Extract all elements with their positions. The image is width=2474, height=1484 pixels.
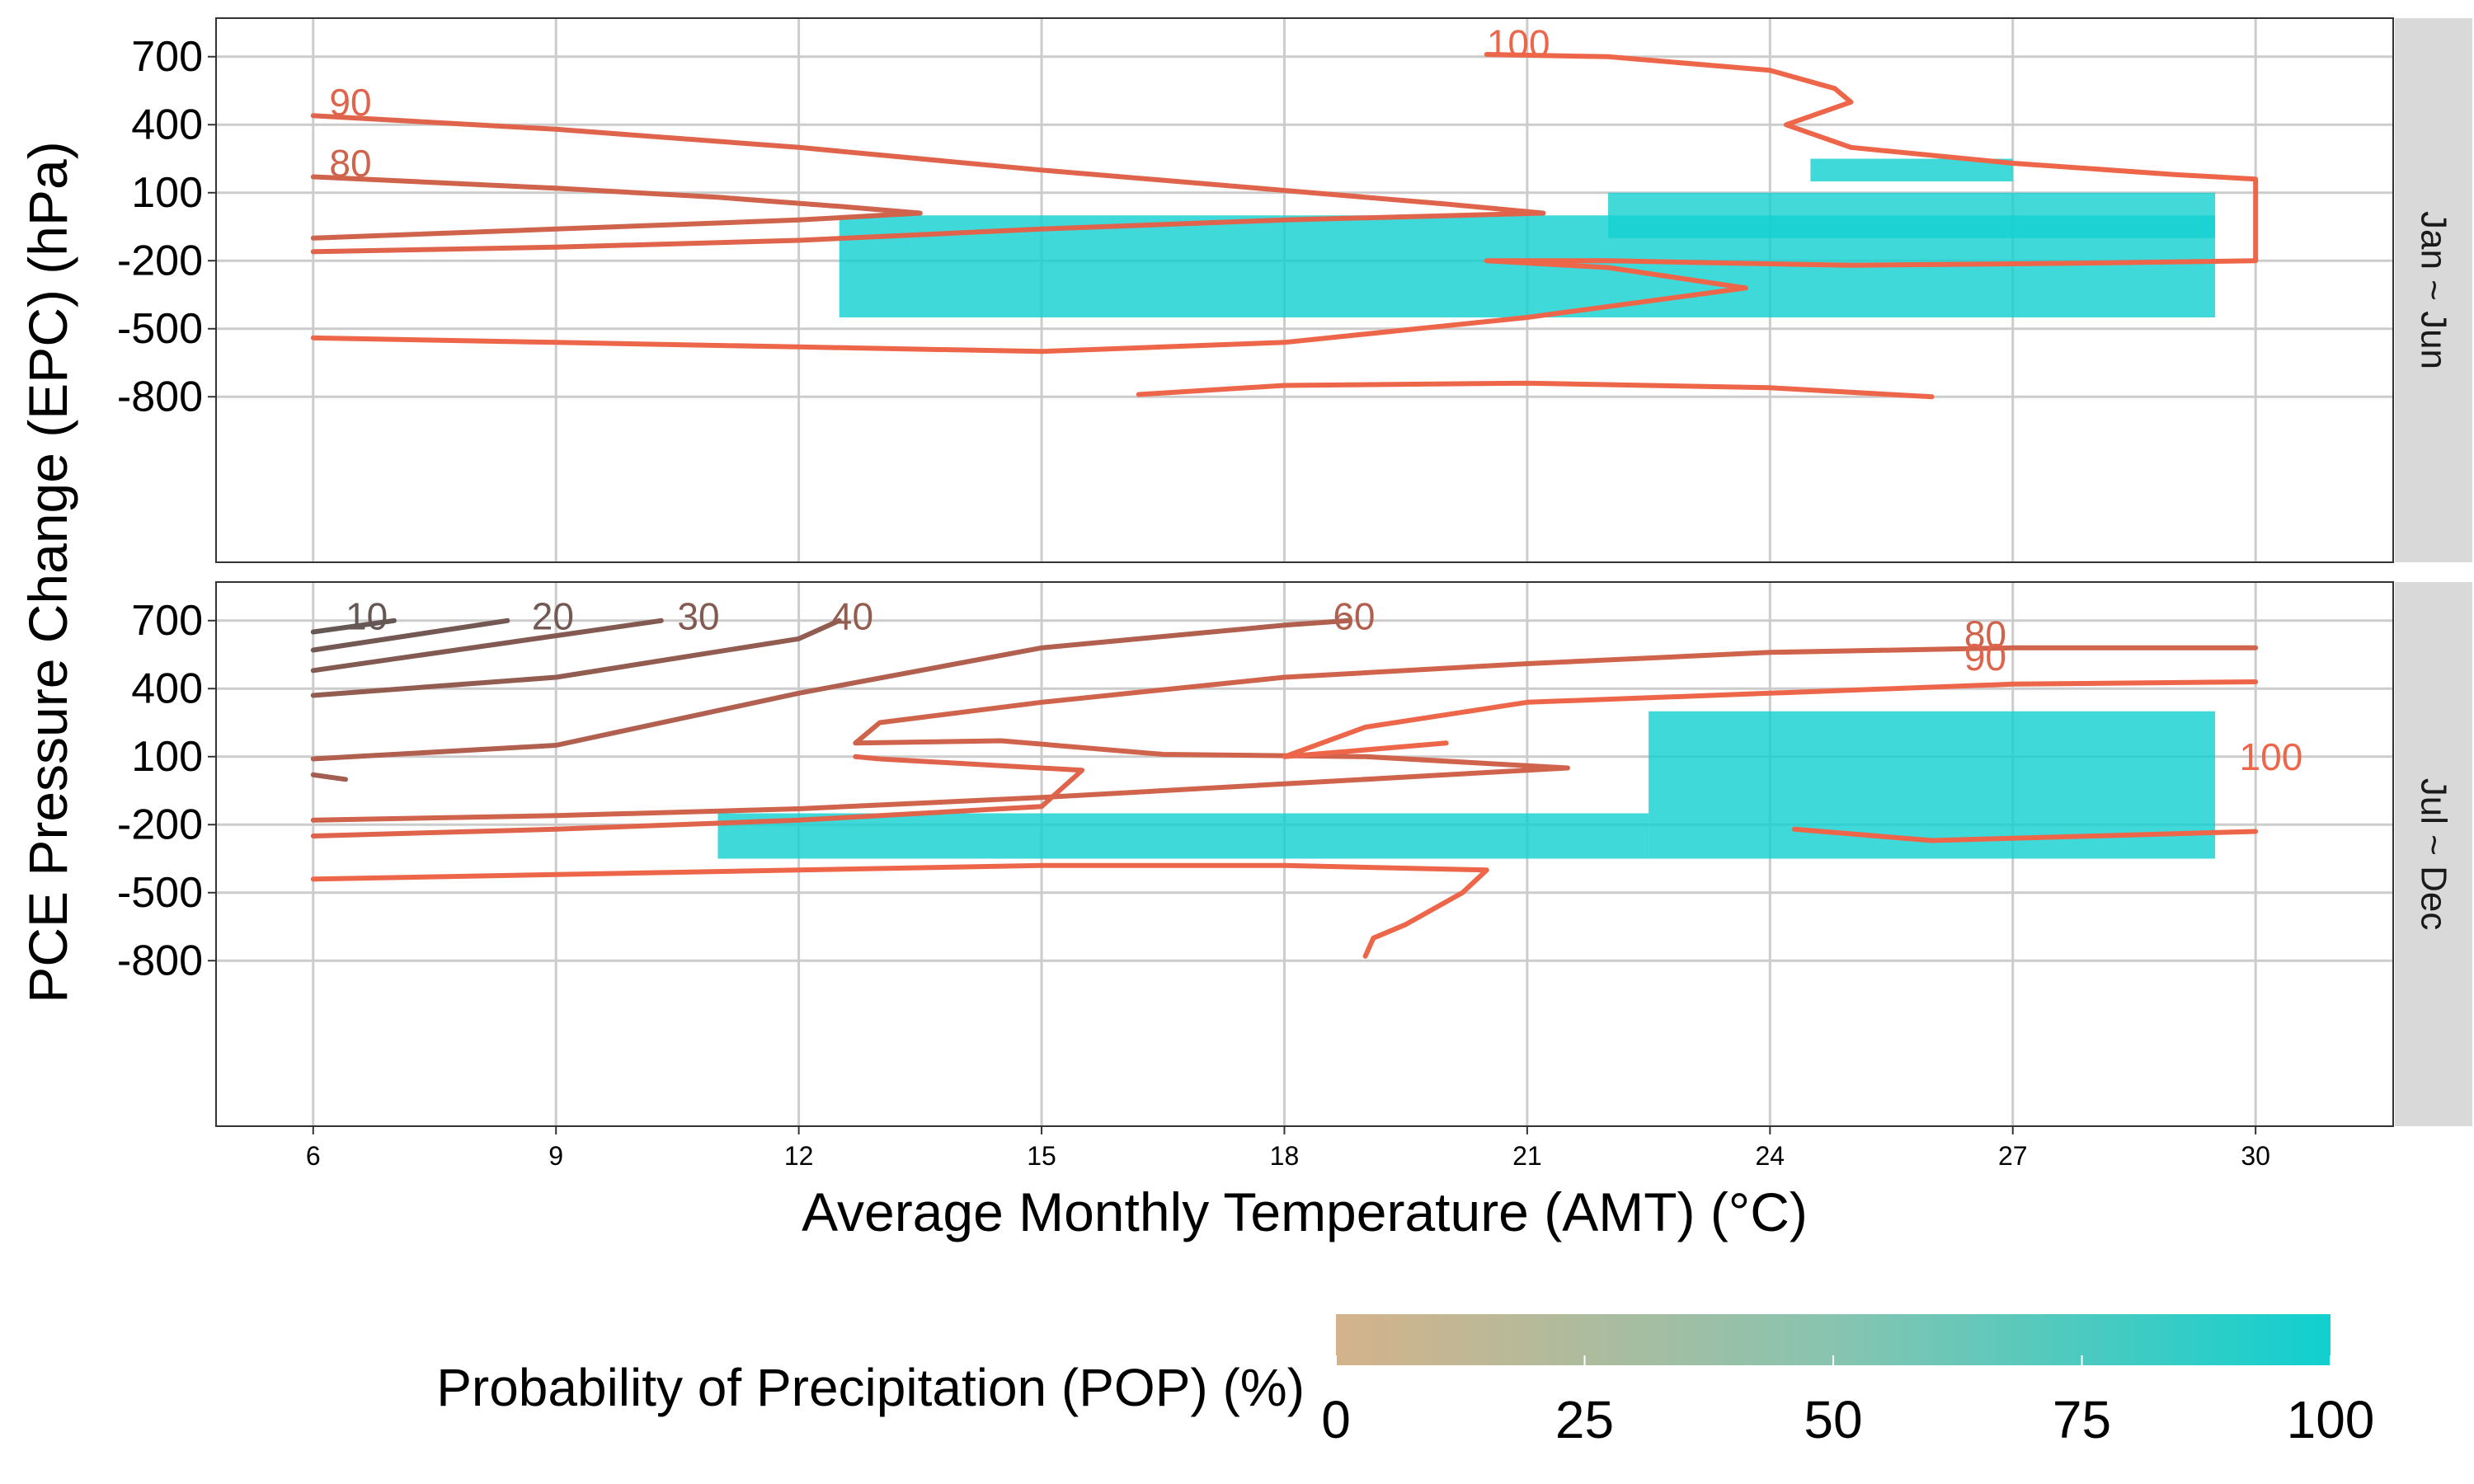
heat-cell xyxy=(717,813,1649,859)
contour-label: 100 xyxy=(2240,735,2303,778)
contour-line xyxy=(310,618,1352,762)
y-tick-label: 100 xyxy=(131,169,203,217)
x-tick-label: 30 xyxy=(2241,1141,2270,1171)
legend-tick-label: 100 xyxy=(2287,1390,2375,1449)
x-tick-label: 18 xyxy=(1270,1141,1300,1171)
y-axis-ticks: 700 400 100 -200 -500 -800 700 400 100 -200 -500 -8… xyxy=(117,33,216,984)
facet-label-top: Jan ~ Jun xyxy=(2414,211,2454,369)
y-tick-label: 400 xyxy=(131,101,203,148)
contour-label: 100 xyxy=(1487,21,1550,64)
contour-line xyxy=(1136,380,1935,400)
y-tick-label: -200 xyxy=(117,237,203,284)
contour-line xyxy=(310,754,1085,838)
strip-top xyxy=(2395,18,2472,562)
y-tick-label: 700 xyxy=(131,597,203,645)
heat-cell xyxy=(1810,158,2013,181)
y-axis-title: PCE Pressure Change (EPC) (hPa) xyxy=(17,141,78,1003)
contour-line xyxy=(1282,679,2259,759)
legend: Probability of Precipitation (POP) (%) 0… xyxy=(436,1314,2374,1449)
contour-label: 90 xyxy=(1964,636,2006,679)
legend-tick-label: 25 xyxy=(1555,1390,1614,1449)
contours-top: 90 80 100 xyxy=(310,21,2259,400)
panel-bottom-border xyxy=(215,581,2394,1127)
heat-cell xyxy=(1608,192,2216,238)
contour-line xyxy=(310,618,397,635)
x-tick-label: 9 xyxy=(548,1141,563,1171)
contour-line xyxy=(310,618,510,653)
contour-line xyxy=(310,52,2259,355)
contour-line xyxy=(310,772,348,782)
legend-title: Probability of Precipitation (POP) (%) xyxy=(436,1358,1305,1417)
strip-bottom xyxy=(2395,582,2472,1126)
contour-line xyxy=(310,618,842,698)
contour-line xyxy=(1791,826,2259,843)
facet-label-bottom: Jul ~ Dec xyxy=(2414,778,2454,931)
contour-line xyxy=(310,645,2259,823)
contour-label: 10 xyxy=(346,594,388,637)
legend-tick-label: 50 xyxy=(1804,1390,1862,1449)
x-tick-label: 12 xyxy=(784,1141,814,1171)
x-tick-label: 24 xyxy=(1756,1141,1785,1171)
contour-label: 80 xyxy=(1964,613,2006,655)
panel-top-border xyxy=(215,17,2394,563)
contour-label: 40 xyxy=(831,594,873,637)
facet-top: 90 80 100 Jan ~ Jun xyxy=(215,17,2472,563)
y-tick-label: -200 xyxy=(117,801,203,848)
contour-label: 30 xyxy=(677,594,719,637)
y-tick-label: 400 xyxy=(131,665,203,712)
legend-tick-label: 0 xyxy=(1321,1390,1351,1449)
legend-ticks: 0 25 50 75 100 xyxy=(1321,1355,2374,1449)
y-tick-label: 700 xyxy=(131,33,203,81)
y-tick-label: -500 xyxy=(117,305,203,353)
legend-tick-label: 75 xyxy=(2053,1390,2111,1449)
contour-label: 80 xyxy=(329,142,371,185)
x-tick-label: 6 xyxy=(306,1141,321,1171)
y-tick-label: 100 xyxy=(131,733,203,781)
contour-label: 60 xyxy=(1333,594,1375,637)
x-axis-title: Average Monthly Temperature (AMT) (°C) xyxy=(802,1181,1808,1242)
x-tick-label: 27 xyxy=(1998,1141,2028,1171)
contour-line xyxy=(310,113,1546,255)
x-axis-ticks: 6 9 12 15 18 21 24 27 30 xyxy=(306,1126,2270,1171)
gridlines-top xyxy=(216,18,2393,562)
x-tick-label: 21 xyxy=(1512,1141,1542,1171)
x-tick-label: 15 xyxy=(1027,1141,1056,1171)
contour-label: 90 xyxy=(329,81,371,124)
y-tick-label: -500 xyxy=(117,869,203,917)
contour-line xyxy=(310,862,1489,959)
contour-label: 20 xyxy=(532,594,574,637)
contour-line xyxy=(310,174,923,241)
y-tick-label: -800 xyxy=(117,937,203,984)
y-tick-label: -800 xyxy=(117,373,203,420)
contour-line xyxy=(310,618,664,674)
